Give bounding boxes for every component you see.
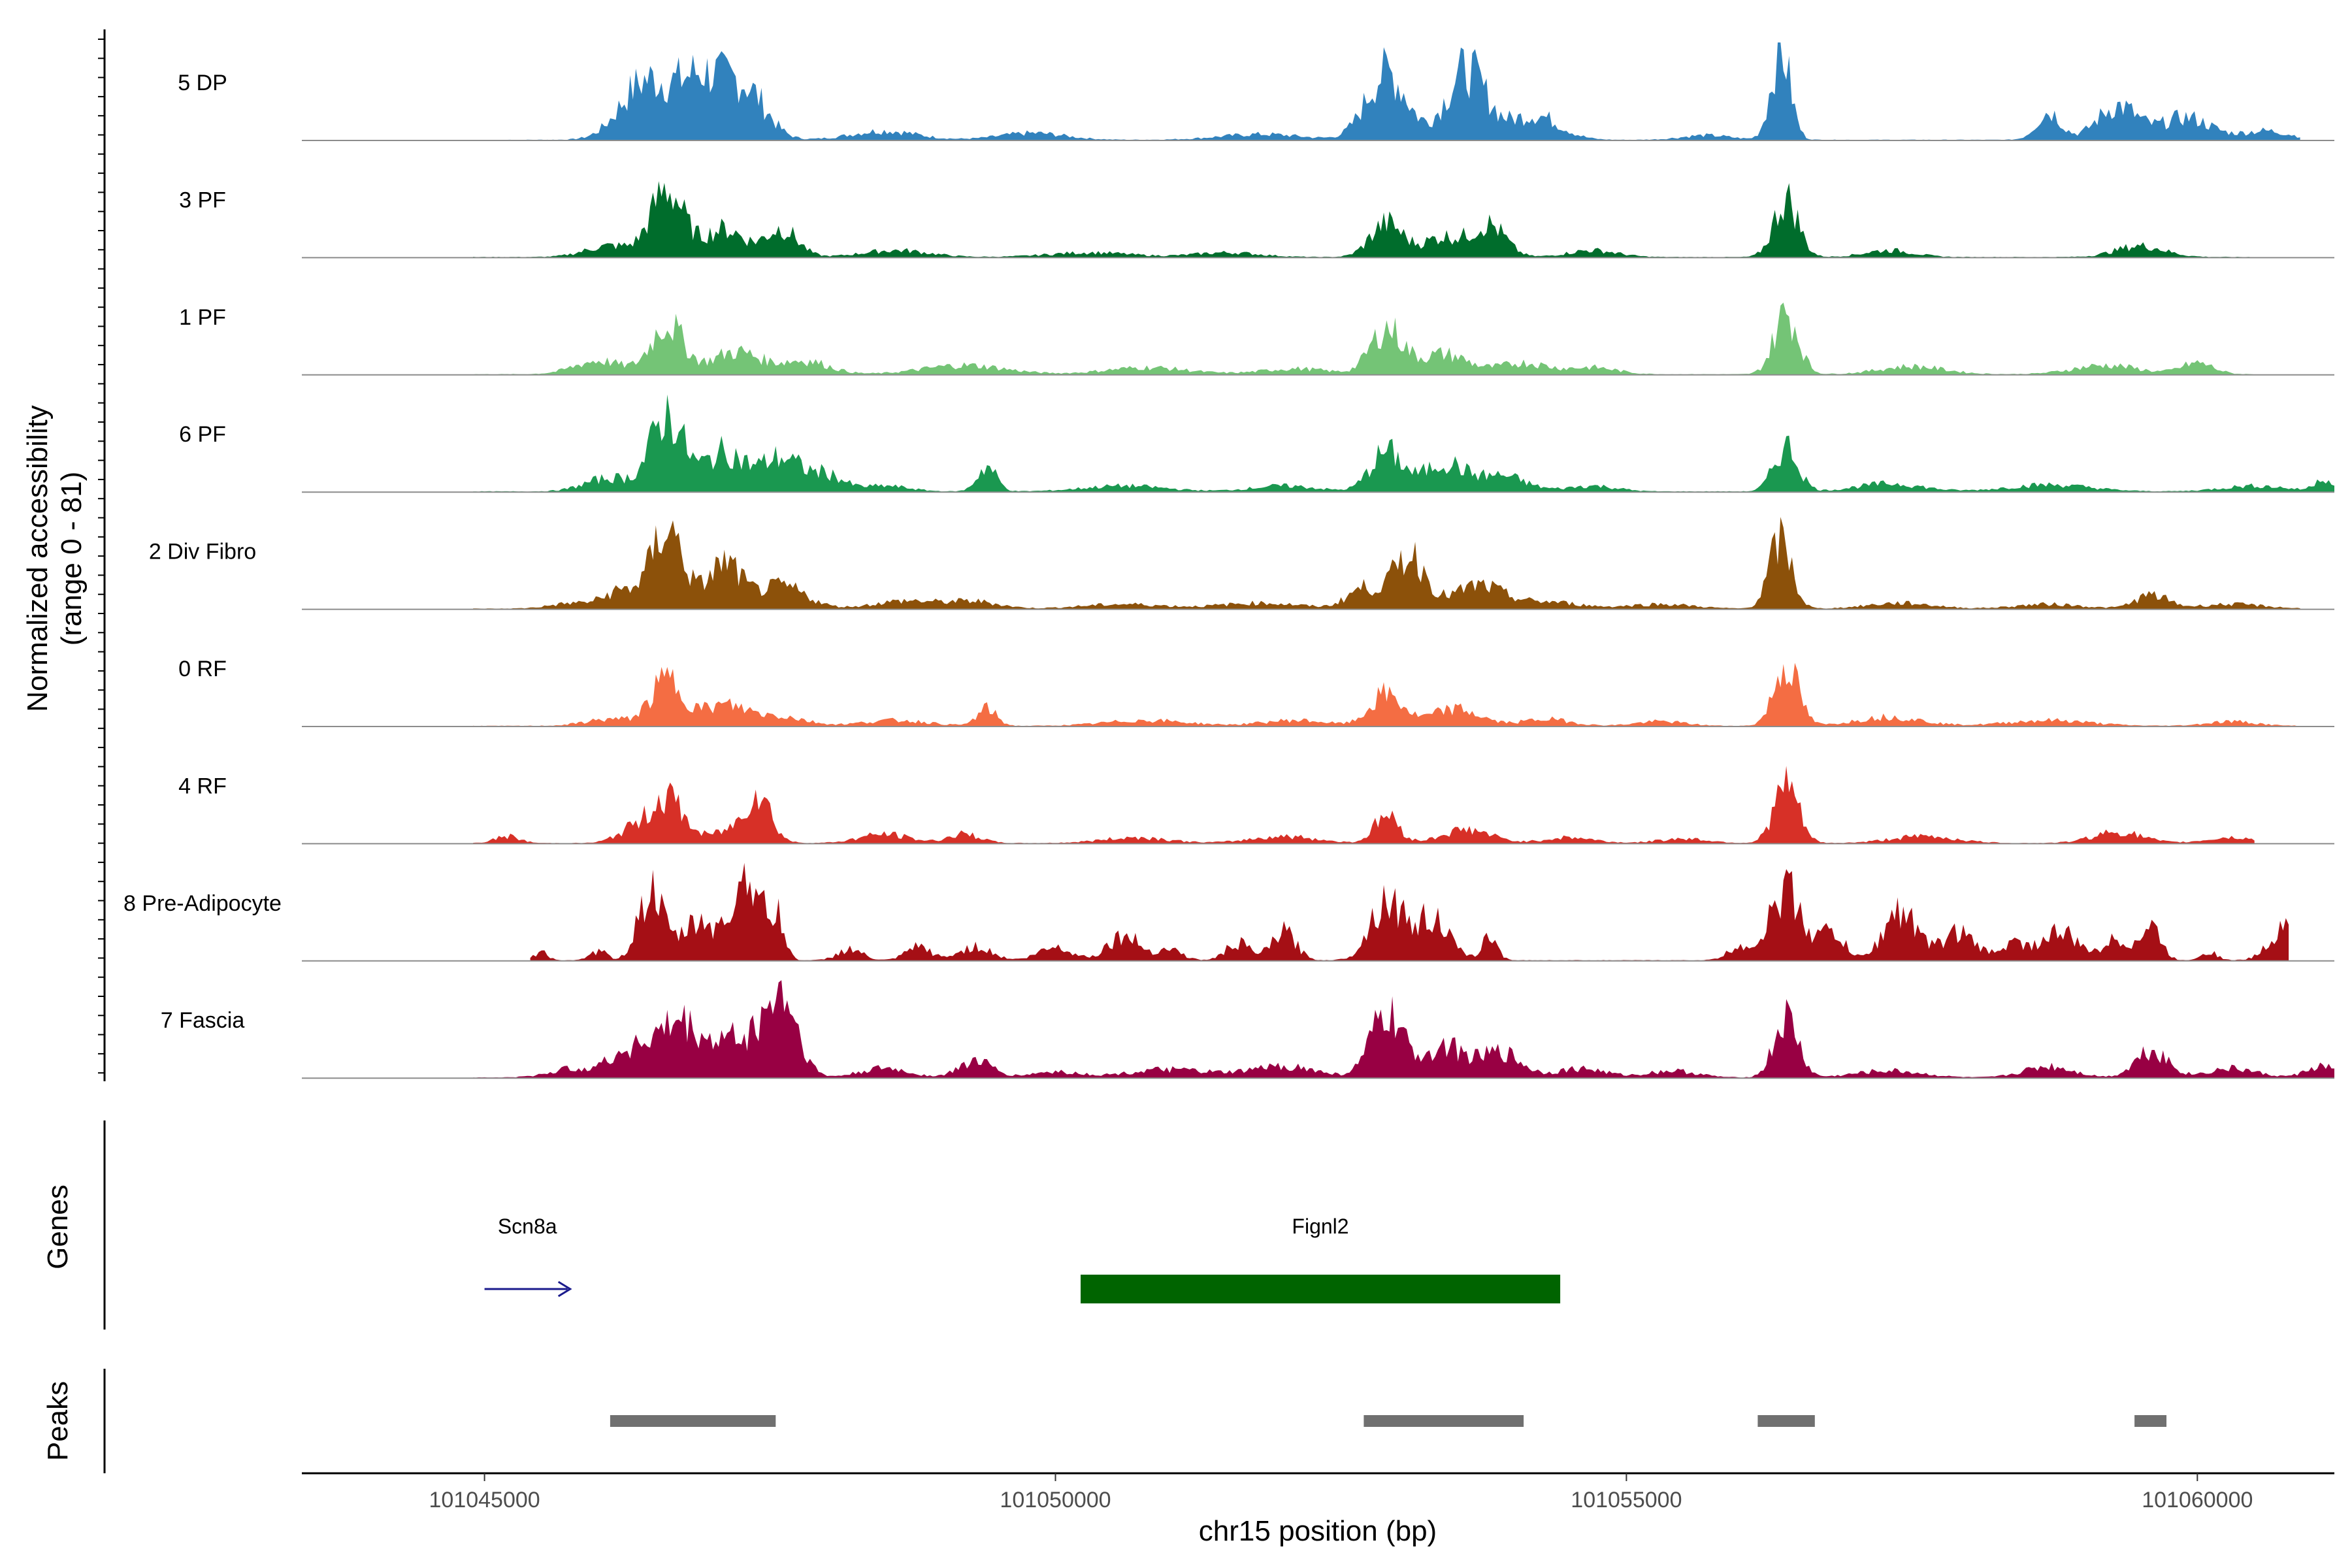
x-tick-label: 101055000 [1571,1488,1682,1512]
track-label: 4 RF [178,774,227,798]
coverage-area [473,980,2335,1079]
x-axis-ticks: 101045000 101050000 101055000 101060000 [429,1473,2253,1512]
peak-region [1364,1415,1524,1427]
coverage-area [507,42,2300,140]
y-axis-title-main: Normalized accessibility [22,405,54,711]
x-axis-title: chr15 position (bp) [1199,1515,1437,1547]
gene-label: Scn8a [498,1215,557,1238]
track-label: 0 RF [178,657,227,681]
track-label: 3 PF [179,188,226,212]
coverage-area [473,302,2255,375]
y-axis-title-range: (range 0 - 81) [56,472,88,646]
track-labels: 5 DP 3 PF 1 PF 6 PF 2 Div Fibro 0 RF 4 RF 8 Pre… [123,71,282,1033]
track-1-pf [302,302,2334,376]
track-2-div-fibro [302,517,2334,610]
track-7-fascia [302,980,2335,1079]
genes-track: Scn8a Fignl2 [484,1215,1561,1303]
coverage-area [530,862,2289,961]
genes-panel-title: Genes [42,1184,74,1269]
coverage-area [473,394,2335,493]
track-0-rf [302,662,2334,727]
coverage-area [473,662,2300,727]
track-5-dp [302,42,2334,141]
peak-region [1757,1415,1815,1427]
coverage-area [473,181,2255,258]
coverage-tracks [302,42,2335,1079]
coverage-y-ticks [98,39,105,1074]
track-3-pf [302,181,2334,259]
coverage-area [473,517,2300,610]
gene-label: Fignl2 [1292,1215,1348,1238]
track-label: 8 Pre-Adipocyte [123,891,282,916]
x-tick-label: 101050000 [1000,1488,1111,1512]
peaks-track [610,1415,2166,1427]
peak-region [2134,1415,2166,1427]
peak-region [610,1415,776,1427]
x-tick-label: 101060000 [2142,1488,2253,1512]
y-axis-title: Normalized accessibility (range 0 - 81) [22,405,88,711]
track-label: 7 Fascia [161,1008,245,1033]
coverage-area [473,766,2255,844]
track-4-rf [302,766,2334,845]
track-label: 5 DP [178,71,227,95]
track-6-pf [302,394,2335,493]
peaks-panel-title: Peaks [42,1381,74,1461]
x-tick-label: 101045000 [429,1488,540,1512]
gene-body [1081,1275,1561,1303]
track-8-pre-adipocyte [302,862,2334,962]
gene-arrowhead [557,1281,572,1298]
track-label: 2 Div Fibro [149,540,256,564]
track-label: 6 PF [179,422,226,447]
track-label: 1 PF [179,305,226,330]
